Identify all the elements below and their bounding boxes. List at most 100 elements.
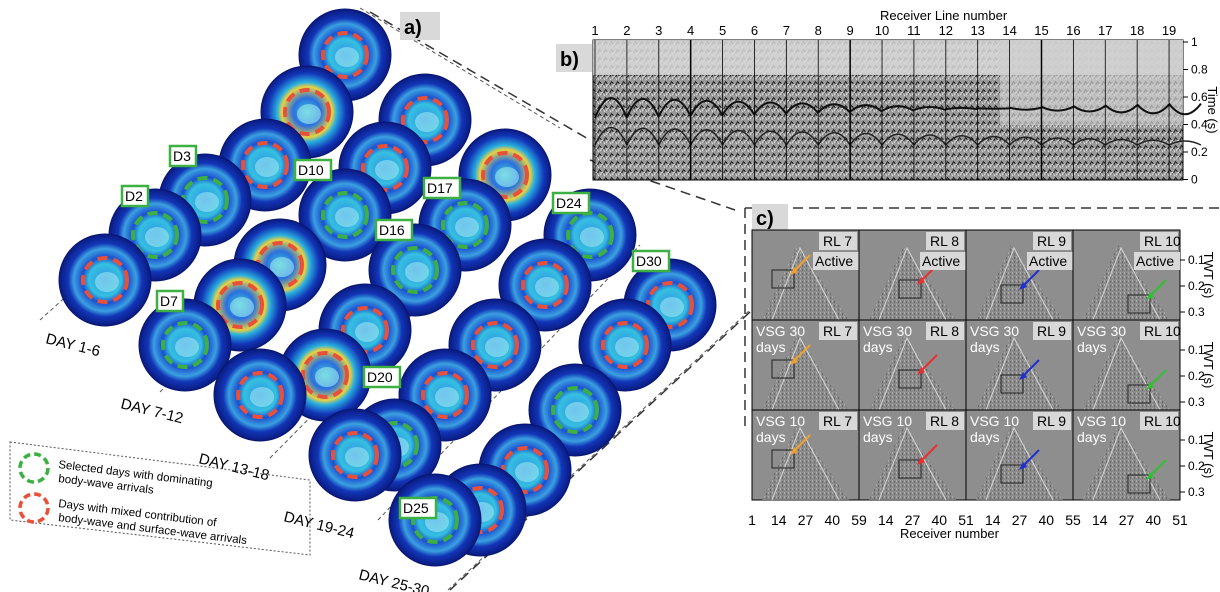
- mode-label: VSG 10: [1077, 413, 1126, 429]
- rl-label: RL 10: [1144, 233, 1181, 249]
- day-disk: [298, 168, 392, 262]
- panel-c-xtick: 51: [958, 512, 974, 528]
- disk-grid: D3 D2 D10 D17 D24 D16 D7 D30 D20 D25: [58, 8, 717, 567]
- line-number-tick: 7: [783, 23, 790, 38]
- day-tag: D3: [168, 144, 198, 168]
- mode-label: VSG 10: [970, 413, 1019, 429]
- mode-label: Active: [1136, 253, 1174, 269]
- panel-c-xtick: 40: [931, 512, 947, 528]
- gather-cell: RL 7 Active: [751, 229, 860, 321]
- day-tag: D24: [551, 191, 591, 215]
- panel-b-ytick: 0: [1191, 173, 1198, 187]
- day-tag: D30: [631, 249, 671, 273]
- panel-c-xtick: 27: [1119, 512, 1135, 528]
- line-number-tick: 1: [591, 23, 598, 38]
- mode-label: VSG 30: [1077, 323, 1126, 339]
- panel-c-ytick: 0.2: [1188, 459, 1205, 473]
- day-tag-label: D25: [403, 500, 429, 516]
- mode-label: VSG 30: [756, 323, 805, 339]
- panel-b-ytick: 0.4: [1191, 118, 1208, 132]
- mode-label: Active: [815, 253, 853, 269]
- panel-b-ylabel: Time (s): [1205, 86, 1220, 133]
- day-disk: [578, 298, 672, 392]
- day-tag-label: D3: [173, 148, 191, 164]
- rl-label: RL 10: [1144, 323, 1181, 339]
- day-tag-label: D17: [427, 180, 453, 196]
- day-tag: D10: [293, 158, 333, 182]
- panel-b: Receiver Line number 1 2 3 4 5 6 7 8 9 10 11 12 13 14…: [556, 8, 1220, 187]
- mode-label: VSG 10: [863, 413, 912, 429]
- panel-c-ylabel: TWT (s): [1201, 252, 1216, 299]
- panel-c: c) RL 7 Active RL 8 Active RL 9 Active RL 10 Ac…: [748, 204, 1216, 541]
- day-disk: [213, 348, 307, 442]
- day-tag: D17: [422, 176, 462, 200]
- panel-c-xtick: 27: [798, 512, 814, 528]
- panel-b-yticks: 1 0.8 0.6 0.4 0.2 0: [1183, 35, 1208, 187]
- day-group-label-2: DAY 7-12: [119, 395, 185, 427]
- panel-c-xtick: 14: [985, 512, 1001, 528]
- mode-label-days: days: [863, 429, 893, 445]
- mode-label: Active: [922, 253, 960, 269]
- panel-c-ytick: 0.3: [1188, 395, 1205, 409]
- day-disk: [58, 233, 152, 327]
- line-number-tick: 6: [751, 23, 758, 38]
- panel-b-ytick: 1: [1191, 35, 1198, 49]
- panel-a: D3 D2 D10 D17 D24 D16 D7 D30 D20 D25 DAY 1-6 DAY …: [9, 7, 1220, 592]
- panel-c-grid: RL 7 Active RL 8 Active RL 9 Active RL 10 Activ…: [751, 229, 1181, 501]
- panel-c-ytick: 0.3: [1188, 485, 1205, 499]
- gather-cell: RL 9 Active: [965, 229, 1074, 321]
- day-disk: [138, 298, 232, 392]
- day-group-label-1: DAY 1-6: [44, 330, 102, 360]
- day-disk: [388, 473, 482, 567]
- mode-label: VSG 10: [756, 413, 805, 429]
- rl-label: RL 9: [1037, 233, 1066, 249]
- panel-c-ytick: 0.1: [1188, 433, 1205, 447]
- line-number-tick: 13: [970, 23, 984, 38]
- panel-c-xtick: 55: [1065, 512, 1081, 528]
- mode-label: VSG 30: [863, 323, 912, 339]
- line-number-tick: 15: [1034, 23, 1048, 38]
- day-tag-label: D16: [379, 222, 405, 238]
- line-number-tick: 12: [939, 23, 953, 38]
- rl-label: RL 7: [823, 233, 852, 249]
- panel-c-ytick: 0.1: [1188, 343, 1205, 357]
- line-number-tick: 14: [1002, 23, 1016, 38]
- gather-cell: RL 8 Active: [858, 229, 967, 321]
- day-tag-label: D2: [125, 188, 143, 204]
- rl-label: RL 9: [1037, 413, 1066, 429]
- rl-label: RL 7: [823, 413, 852, 429]
- day-tag-label: D24: [556, 195, 582, 211]
- panel-c-xtick: 27: [1012, 512, 1028, 528]
- panel-c-xtick: 59: [851, 512, 867, 528]
- panel-c-xtick: 14: [771, 512, 787, 528]
- line-number-tick: 10: [875, 23, 889, 38]
- panel-a-tag-text: a): [404, 17, 422, 39]
- mode-label-days: days: [863, 339, 893, 355]
- day-tag-label: D7: [160, 293, 178, 309]
- day-tag-label: D20: [367, 369, 393, 385]
- panel-c-xlabel: Receiver number: [900, 526, 1000, 541]
- mode-label-days: days: [970, 339, 1000, 355]
- day-group-label-5: DAY 25-30: [357, 566, 431, 592]
- panel-c-xtick: 27: [905, 512, 921, 528]
- line-number-tick: 17: [1098, 23, 1112, 38]
- day-tag-label: D30: [636, 253, 662, 269]
- mode-label-days: days: [756, 339, 786, 355]
- day-disk: [308, 408, 402, 502]
- line-number-tick: 5: [719, 23, 726, 38]
- rl-label: RL 8: [930, 413, 959, 429]
- panel-c-ylabel: TWT (s): [1201, 432, 1216, 479]
- panel-c-xtick: 40: [824, 512, 840, 528]
- mode-label: VSG 30: [970, 323, 1019, 339]
- panel-a-tag: a): [400, 12, 440, 40]
- day-tag: D7: [155, 289, 185, 313]
- mode-label-days: days: [1077, 339, 1107, 355]
